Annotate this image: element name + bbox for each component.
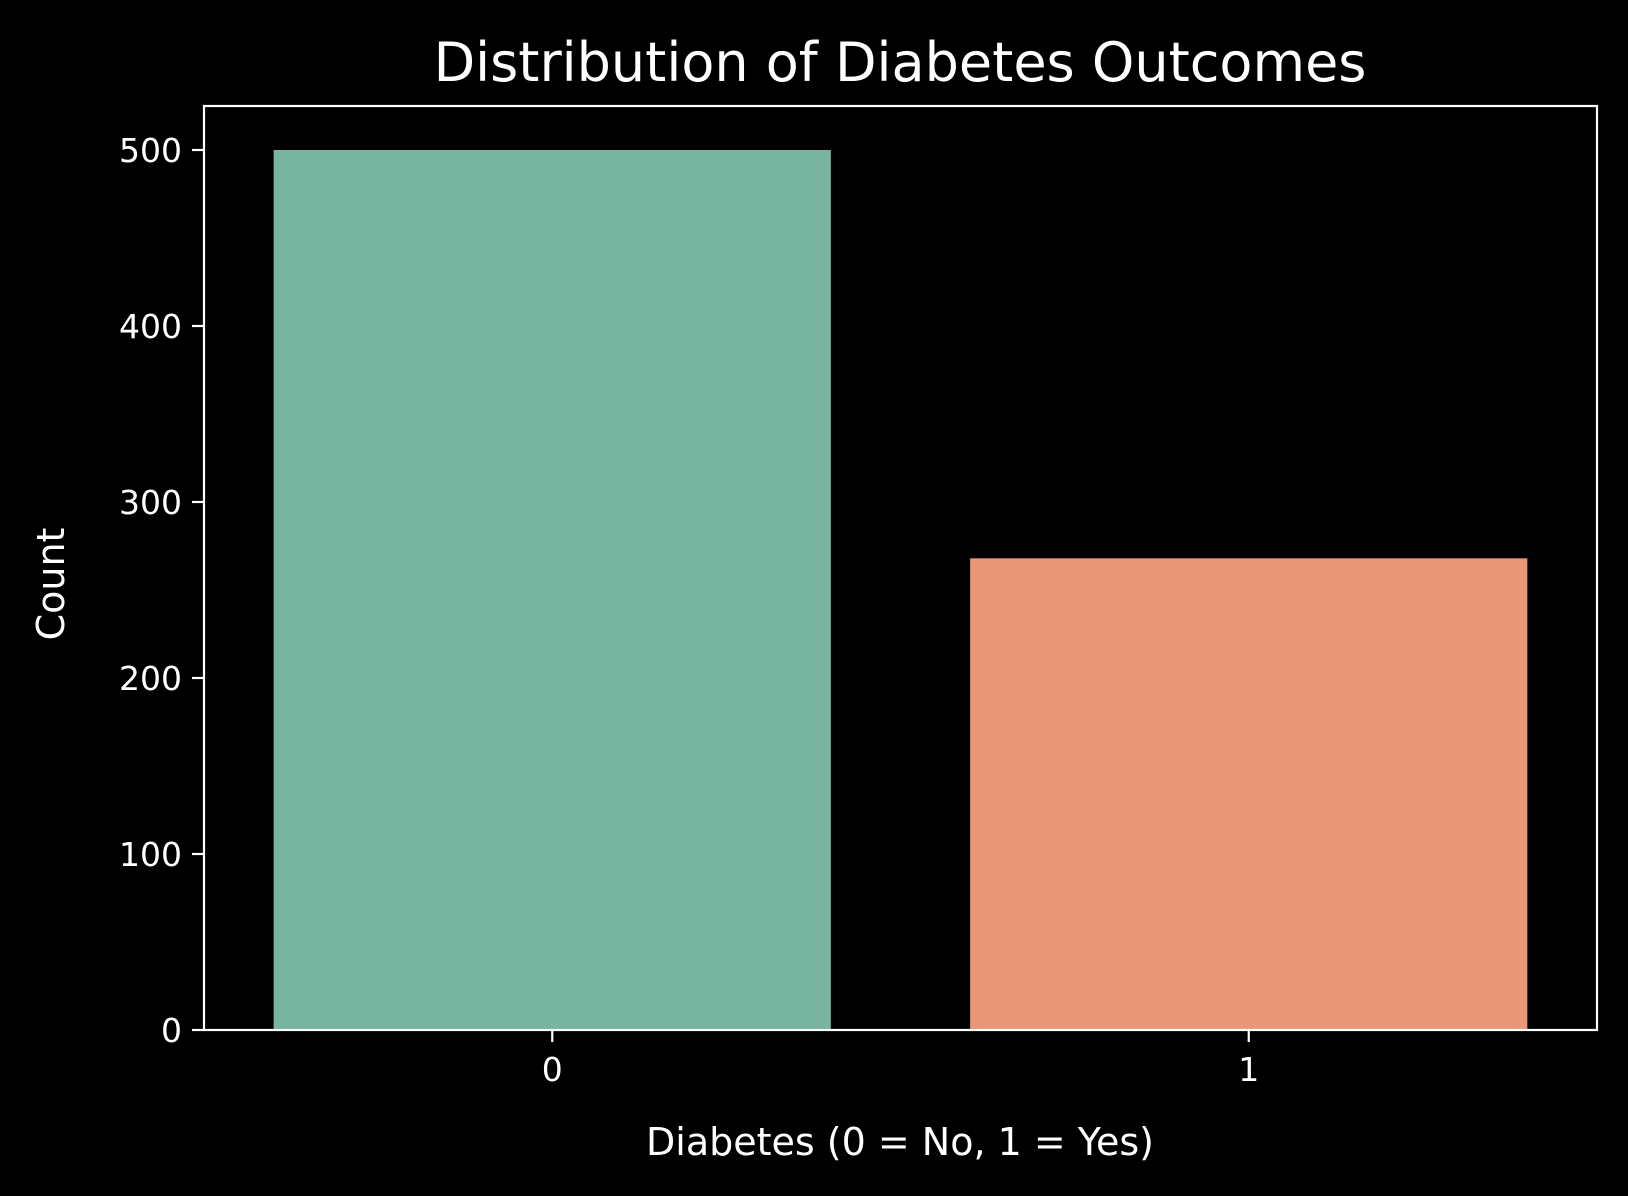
y-tick-label-5: 500 <box>119 131 182 170</box>
x-axis-label: Diabetes (0 = No, 1 = Yes) <box>646 1120 1154 1164</box>
y-tick-label-0: 0 <box>161 1011 182 1050</box>
bar-1 <box>970 558 1528 1030</box>
y-tick-label-3: 300 <box>119 483 182 522</box>
y-tick-label-2: 200 <box>119 659 182 698</box>
bar-0 <box>273 150 831 1030</box>
y-tick-label-4: 400 <box>119 307 182 346</box>
chart-title: Distribution of Diabetes Outcomes <box>434 31 1367 94</box>
x-tick-label-1: 1 <box>1238 1050 1259 1089</box>
y-axis-label: Count <box>29 528 73 641</box>
y-tick-label-1: 100 <box>119 835 182 874</box>
plot-area: 0 100 200 300 400 500 0 1 <box>119 104 1599 1089</box>
plot-frame <box>202 104 1599 1032</box>
x-tick-label-0: 0 <box>542 1050 563 1089</box>
